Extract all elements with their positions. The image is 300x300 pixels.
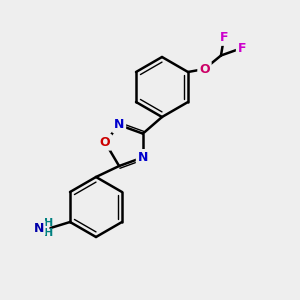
Text: N: N [138,151,148,164]
Text: F: F [238,41,246,55]
Text: N: N [114,118,124,131]
Text: H: H [44,228,54,239]
Text: N: N [34,221,44,235]
Text: F: F [220,31,228,44]
Text: O: O [199,62,210,76]
Text: O: O [100,136,110,149]
Text: H: H [44,218,54,228]
